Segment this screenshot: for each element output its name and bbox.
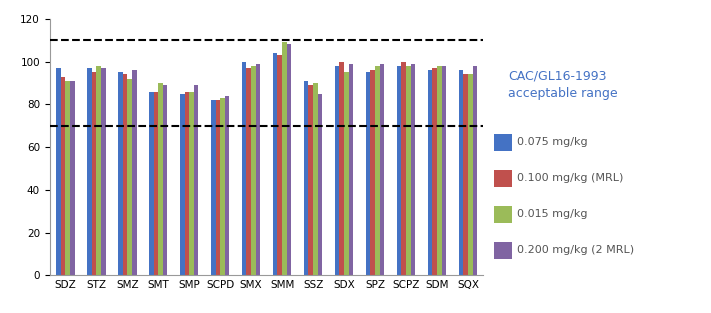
Bar <box>402 62 406 275</box>
Bar <box>309 85 313 275</box>
Bar <box>432 68 437 275</box>
Bar <box>380 64 385 275</box>
Bar <box>370 70 375 275</box>
Bar <box>87 68 92 275</box>
Bar <box>375 66 380 275</box>
Bar <box>92 72 96 275</box>
Bar <box>118 72 122 275</box>
Bar <box>464 74 468 275</box>
Bar <box>127 79 132 275</box>
Bar <box>180 94 185 275</box>
Bar <box>411 64 415 275</box>
Bar <box>122 74 127 275</box>
Bar <box>60 77 65 275</box>
Bar <box>313 83 318 275</box>
Bar <box>473 66 477 275</box>
Bar <box>154 91 158 275</box>
Bar <box>318 94 322 275</box>
Bar <box>70 81 75 275</box>
Bar <box>56 68 60 275</box>
Bar <box>468 74 473 275</box>
Bar <box>163 85 168 275</box>
Text: 0.075 mg/kg: 0.075 mg/kg <box>517 137 587 147</box>
Bar <box>256 64 260 275</box>
Bar <box>65 81 70 275</box>
Bar <box>442 66 447 275</box>
Bar <box>132 70 137 275</box>
Bar <box>96 66 101 275</box>
Bar <box>348 64 353 275</box>
Text: 0.015 mg/kg: 0.015 mg/kg <box>517 209 587 219</box>
Bar <box>397 66 402 275</box>
Bar <box>211 100 215 275</box>
Bar <box>189 91 194 275</box>
Bar <box>339 62 344 275</box>
Bar <box>459 70 464 275</box>
Bar <box>437 66 442 275</box>
Bar <box>185 91 189 275</box>
Bar <box>194 85 198 275</box>
Bar <box>406 66 411 275</box>
Bar <box>149 91 154 275</box>
Bar <box>215 100 220 275</box>
Bar <box>247 68 251 275</box>
Bar <box>335 66 339 275</box>
Bar <box>273 53 277 275</box>
Bar <box>282 42 287 275</box>
Bar <box>304 81 309 275</box>
Bar <box>365 72 370 275</box>
Bar <box>428 70 432 275</box>
Text: 0.200 mg/kg (2 MRL): 0.200 mg/kg (2 MRL) <box>517 245 634 255</box>
Bar <box>251 66 256 275</box>
Bar <box>101 68 105 275</box>
Bar <box>225 96 230 275</box>
Bar <box>220 98 225 275</box>
Bar <box>158 83 163 275</box>
Text: CAC/GL16-1993
acceptable range: CAC/GL16-1993 acceptable range <box>508 69 618 100</box>
Text: 0.100 mg/kg (MRL): 0.100 mg/kg (MRL) <box>517 173 624 183</box>
Bar <box>287 44 292 275</box>
Bar <box>344 72 348 275</box>
Bar <box>277 55 282 275</box>
Bar <box>242 62 247 275</box>
